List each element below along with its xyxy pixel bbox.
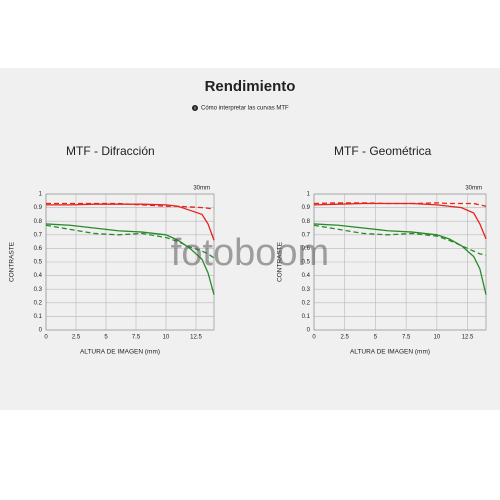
x-tick-label: 10 [163, 335, 170, 341]
mtf-line [46, 203, 215, 241]
page-title: Rendimiento [205, 78, 296, 95]
mtf-line [45, 224, 215, 259]
y-axis-label: CONTRASTE [277, 241, 284, 282]
x-tick-label: 5 [374, 335, 378, 341]
y-tick-label: 0.5 [302, 260, 311, 266]
x-tick-label: 2.5 [72, 335, 81, 341]
y-tick-label: 0.2 [302, 300, 311, 306]
x-tick-label: 0 [312, 335, 316, 341]
mtf-line [313, 223, 487, 295]
y-tick-label: 0.6 [34, 246, 43, 252]
mtf-line [45, 223, 215, 295]
y-tick-label: 1 [307, 192, 311, 198]
plot-frame [45, 193, 215, 331]
mtf-line [313, 224, 487, 256]
mtf-line [46, 202, 215, 210]
x-tick-label: 7.5 [132, 335, 141, 341]
y-tick-label: 0.7 [302, 232, 311, 238]
x-tick-label: 7.5 [402, 335, 411, 341]
watermark: fotoboom [171, 232, 329, 274]
y-tick-label: 0.9 [302, 205, 311, 211]
y-tick-label: 0.1 [302, 314, 311, 320]
y-tick-label: 1 [39, 192, 43, 198]
y-tick-label: 0 [39, 328, 43, 334]
y-axis-label: CONTRASTE [9, 241, 16, 282]
x-tick-label: 2.5 [341, 335, 350, 341]
panel [0, 68, 500, 410]
y-tick-label: 0.5 [34, 260, 43, 266]
y-tick-label: 0.4 [34, 273, 43, 279]
annotation: 30mm [465, 186, 482, 192]
x-axis-label: ALTURA DE IMAGEN (mm) [350, 349, 430, 356]
mtf-line [313, 202, 487, 240]
y-tick-label: 0.8 [34, 219, 43, 225]
x-tick-label: 10 [434, 335, 441, 341]
x-tick-label: 12.5 [462, 335, 474, 341]
plot-frame [313, 193, 487, 331]
y-tick-label: 0.9 [34, 205, 43, 211]
y-tick-label: 0.3 [302, 287, 311, 293]
x-tick-label: 12.5 [190, 335, 202, 341]
info-icon[interactable] [192, 105, 198, 111]
info-link[interactable]: Cómo interpretar las curvas MTF [201, 106, 289, 112]
x-tick-label: 0 [44, 335, 48, 341]
y-tick-label: 0.4 [302, 273, 311, 279]
y-tick-label: 0.3 [34, 287, 43, 293]
chart-title: MTF - Difracción [66, 144, 155, 158]
y-tick-label: 0.8 [302, 219, 311, 225]
info-icon-glyph: i [194, 106, 195, 111]
y-tick-label: 0.7 [34, 232, 43, 238]
x-tick-label: 5 [104, 335, 108, 341]
chart-title: MTF - Geométrica [334, 144, 432, 158]
y-tick-label: 0.2 [34, 300, 43, 306]
charts: MTF - Difracción 30mm 0 0.1 0.2 0.3 0.4 0.5 0.6 0… [9, 144, 487, 356]
annotation: 30mm [193, 186, 210, 192]
x-axis-label: ALTURA DE IMAGEN (mm) [80, 349, 160, 356]
mtf-line [313, 202, 487, 207]
y-tick-label: 0.1 [34, 314, 43, 320]
y-tick-label: 0 [307, 328, 311, 334]
y-tick-label: 0.6 [302, 246, 311, 252]
